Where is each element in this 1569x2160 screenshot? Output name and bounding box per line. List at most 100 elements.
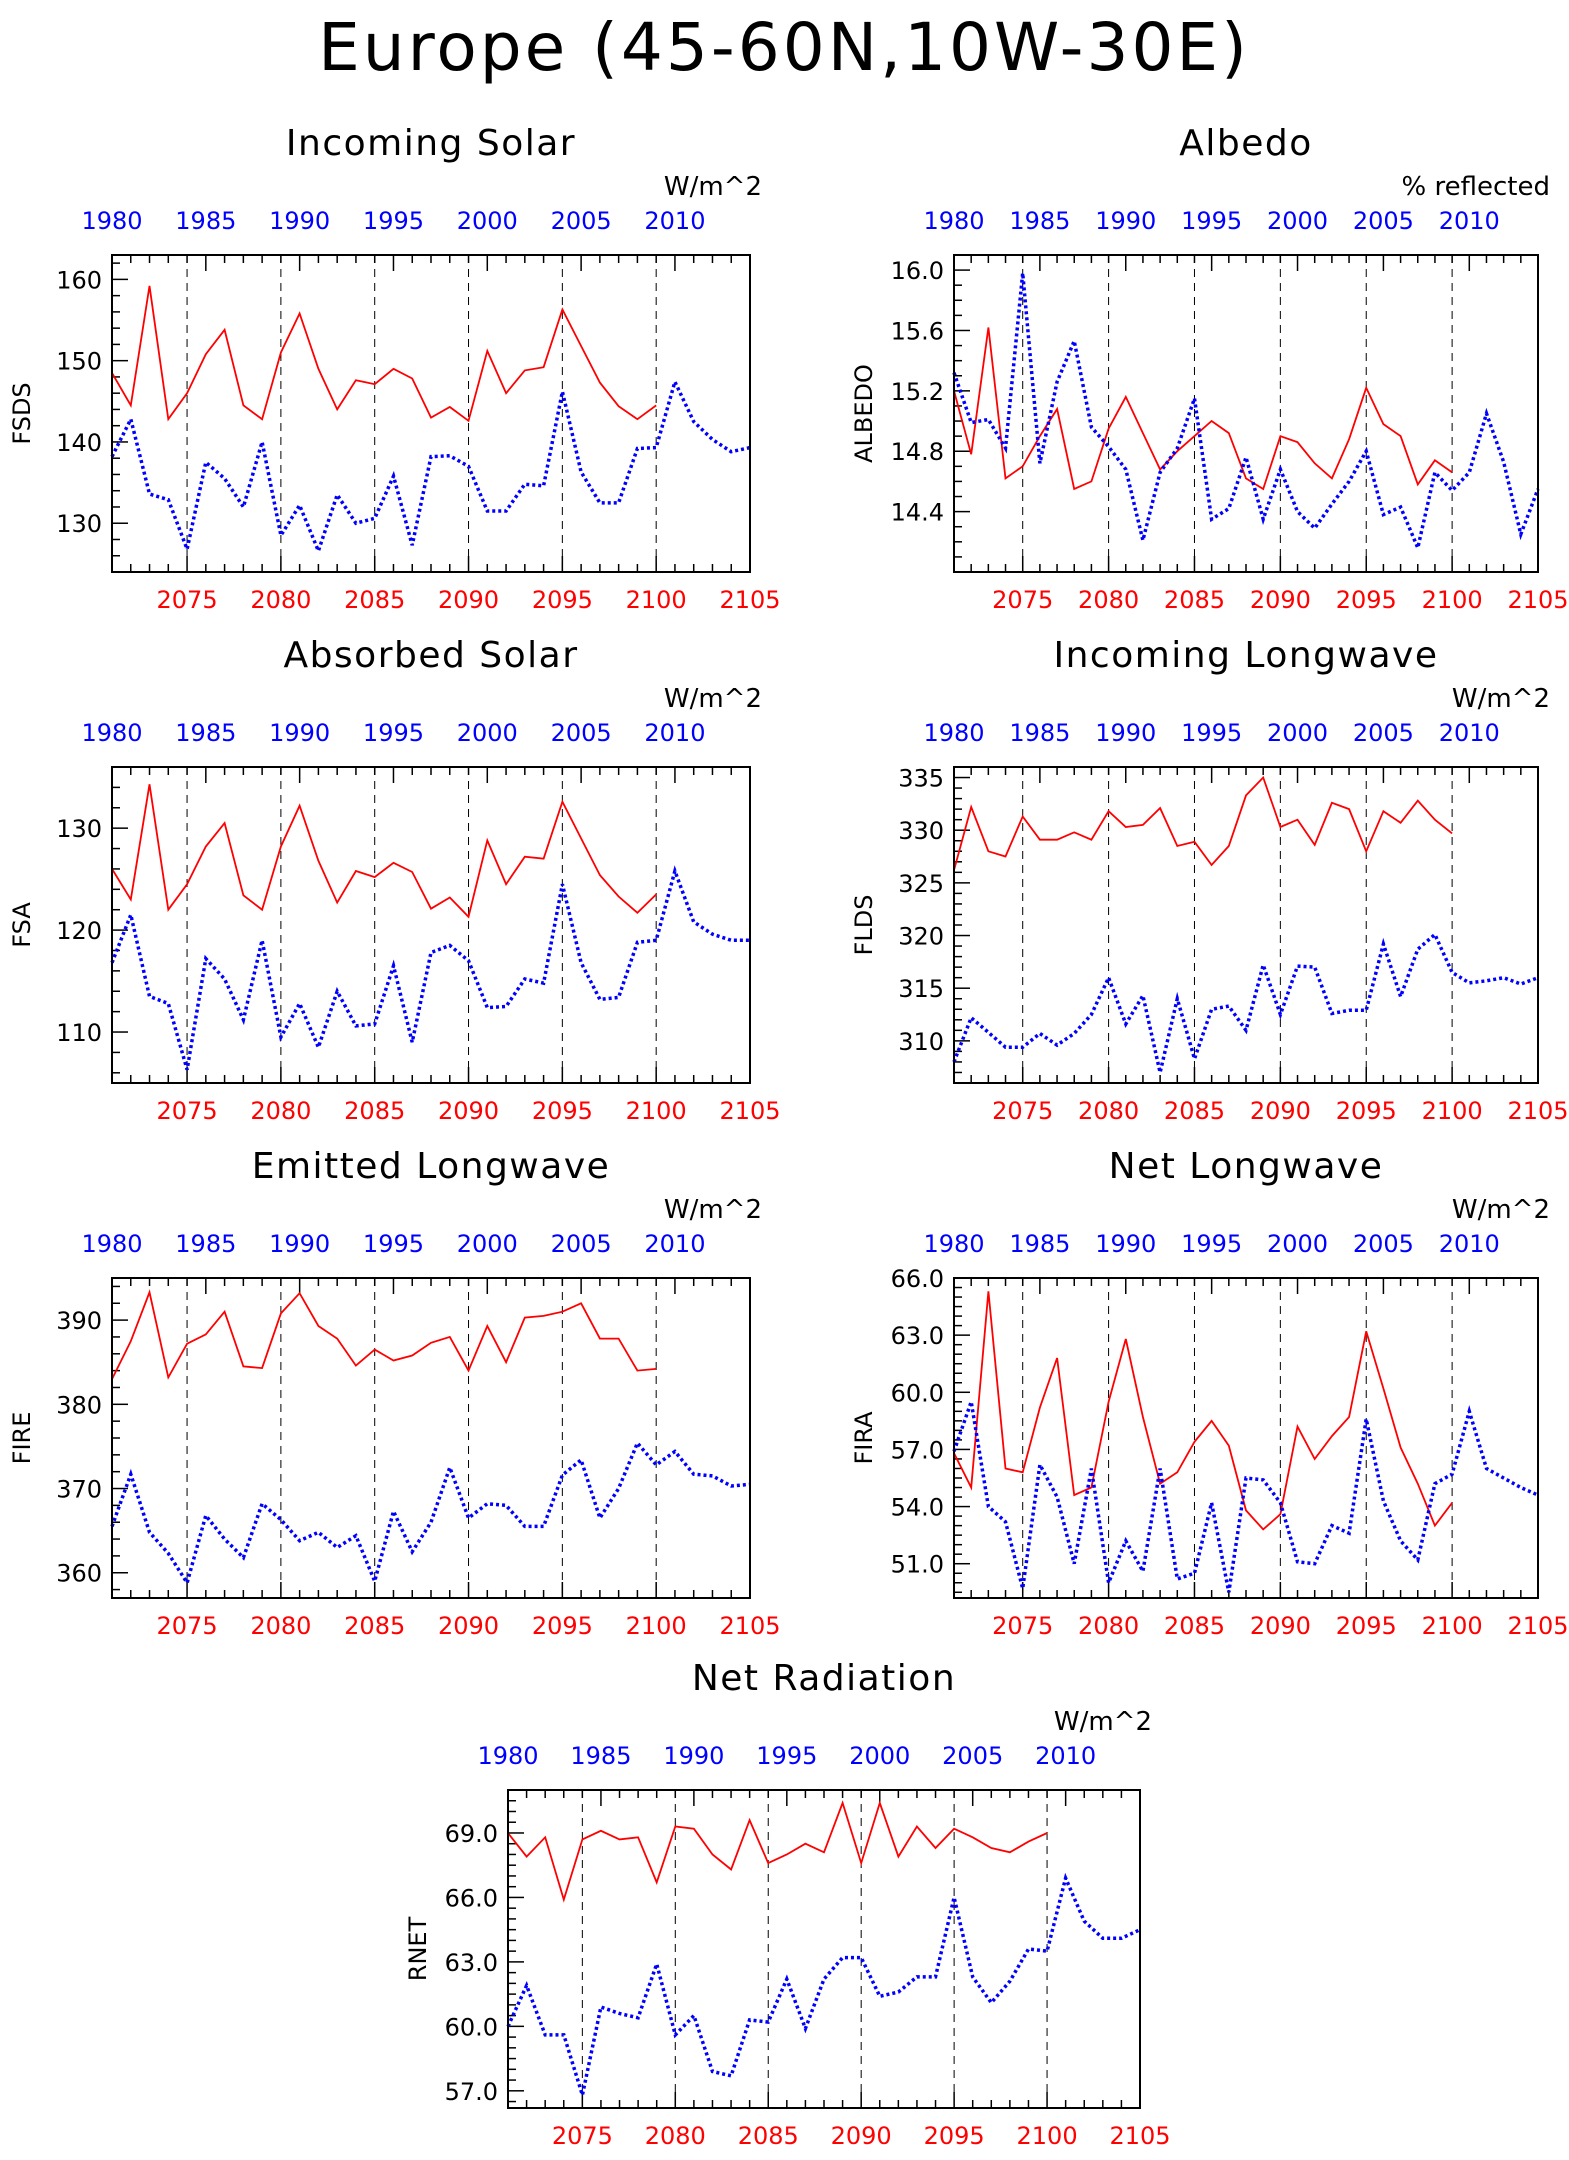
panel-title: Incoming Solar: [286, 123, 576, 164]
y-axis-label: FSA: [8, 902, 36, 948]
bottom-tick-label: 2080: [645, 2122, 706, 2150]
bottom-tick-label: 2090: [438, 1097, 499, 1125]
y-tick-label: 360: [56, 1560, 102, 1588]
bottom-tick-label: 2090: [1250, 586, 1311, 614]
y-tick-label: 57.0: [891, 1436, 944, 1464]
series-present-line: [952, 272, 1540, 554]
bottom-tick-label: 2095: [532, 1612, 593, 1640]
chart-panel-7: Net Radiation W/m^2 RNET 57.0 60.0 63.0 66.0 69…: [404, 1658, 1171, 2150]
y-tick-label: 14.4: [891, 499, 944, 527]
bottom-tick-label: 2105: [719, 1612, 780, 1640]
panel-title: Net Longwave: [1109, 1146, 1384, 1187]
top-tick-label: 1995: [1181, 719, 1242, 747]
top-tick-label: 2005: [1353, 1230, 1414, 1258]
top-tick-label: 1990: [269, 1230, 330, 1258]
units-label: % reflected: [1402, 172, 1550, 202]
top-tick-label: 1980: [81, 719, 142, 747]
top-tick-label: 1980: [81, 207, 142, 235]
chart-panel-3: Absorbed Solar W/m^2 FSA 110 120 130 2075 2080 2…: [8, 635, 781, 1125]
top-tick-label: 2010: [1439, 719, 1500, 747]
y-tick-label: 66.0: [445, 1884, 498, 1912]
y-tick-label: 335: [898, 765, 944, 793]
top-tick-label: 1995: [1181, 207, 1242, 235]
bottom-tick-label: 2075: [992, 1612, 1053, 1640]
top-tick-label: 1995: [756, 1742, 817, 1770]
series-present-line: [952, 1401, 1539, 1593]
series-present-line: [952, 931, 1539, 1073]
charts: Incoming Solar W/m^2 FSDS 130 140 150 160 2075 2…: [8, 123, 1569, 2150]
top-tick-label: 1995: [363, 1230, 424, 1258]
bottom-tick-label: 2085: [738, 2122, 799, 2150]
bottom-tick-label: 2080: [250, 1097, 311, 1125]
y-tick-label: 320: [898, 923, 944, 951]
figure-title: Europe (45-60N,10W-30E): [318, 9, 1250, 86]
y-tick-label: 66.0: [891, 1265, 944, 1293]
y-tick-label: 60.0: [891, 1379, 944, 1407]
y-tick-label: 51.0: [891, 1551, 944, 1579]
chart-panel-6: Net Longwave W/m^2 FIRA 51.0 54.0 57.0 60.0 63.…: [850, 1146, 1569, 1640]
top-tick-label: 2000: [1267, 1230, 1328, 1258]
panel-title: Albedo: [1179, 123, 1313, 164]
bottom-tick-label: 2085: [344, 1612, 405, 1640]
y-tick-label: 15.2: [891, 378, 944, 406]
top-tick-label: 2000: [1267, 719, 1328, 747]
y-tick-label: 63.0: [891, 1322, 944, 1350]
panel-title: Absorbed Solar: [283, 635, 578, 676]
y-tick-label: 330: [898, 817, 944, 845]
plot-frame: [953, 766, 1539, 1084]
y-axis-label: ALBEDO: [850, 364, 878, 463]
y-tick-label: 16.0: [891, 257, 944, 285]
bottom-tick-label: 2105: [1507, 586, 1568, 614]
bottom-tick-label: 2075: [157, 586, 218, 614]
bottom-tick-label: 2080: [250, 586, 311, 614]
series-present-line: [110, 865, 750, 1071]
top-tick-label: 1980: [81, 1230, 142, 1258]
y-axis-label: RNET: [404, 1916, 432, 1981]
bottom-tick-label: 2095: [924, 2122, 985, 2150]
plot-frame: [111, 766, 751, 1084]
bottom-tick-label: 2080: [1078, 1097, 1139, 1125]
top-tick-label: 1980: [477, 1742, 538, 1770]
y-tick-label: 60.0: [445, 2013, 498, 2041]
top-tick-label: 1985: [175, 1230, 236, 1258]
y-tick-label: 380: [56, 1391, 102, 1419]
units-label: W/m^2: [1452, 684, 1550, 714]
panel-title: Net Radiation: [692, 1658, 956, 1699]
bottom-tick-label: 2085: [1164, 1612, 1225, 1640]
top-tick-label: 2005: [551, 207, 612, 235]
y-tick-label: 150: [56, 348, 102, 376]
series-future-line: [111, 1289, 657, 1380]
top-tick-label: 2010: [644, 207, 705, 235]
bottom-tick-label: 2100: [1422, 1097, 1483, 1125]
top-tick-label: 2010: [644, 719, 705, 747]
series-future-line: [111, 285, 657, 423]
y-tick-label: 120: [56, 917, 102, 945]
bottom-tick-label: 2095: [1336, 1612, 1397, 1640]
chart-panel-5: Emitted Longwave W/m^2 FIRE 360 370 380 390 207…: [8, 1146, 781, 1640]
bottom-tick-label: 2105: [1109, 2122, 1170, 2150]
bottom-tick-label: 2085: [1164, 586, 1225, 614]
plot-frame: [111, 1277, 751, 1599]
y-tick-label: 325: [898, 870, 944, 898]
top-tick-label: 1995: [363, 719, 424, 747]
y-axis-label: FIRE: [8, 1412, 36, 1465]
top-tick-label: 1985: [175, 207, 236, 235]
top-tick-label: 1990: [269, 719, 330, 747]
y-axis-label: FIRA: [850, 1411, 878, 1465]
units-label: W/m^2: [1452, 1195, 1550, 1225]
top-tick-label: 1980: [923, 207, 984, 235]
y-tick-label: 160: [56, 266, 102, 294]
top-tick-label: 2010: [644, 1230, 705, 1258]
chart-panel-1: Incoming Solar W/m^2 FSDS 130 140 150 160 2075 2…: [8, 123, 781, 614]
top-tick-label: 2005: [551, 1230, 612, 1258]
bottom-tick-label: 2100: [626, 1612, 687, 1640]
bottom-tick-label: 2090: [438, 1612, 499, 1640]
plot-frame: [111, 254, 751, 573]
y-tick-label: 390: [56, 1307, 102, 1335]
bottom-tick-label: 2095: [1336, 1097, 1397, 1125]
top-tick-label: 1995: [1181, 1230, 1242, 1258]
y-tick-label: 140: [56, 429, 102, 457]
y-tick-label: 110: [56, 1019, 102, 1047]
y-tick-label: 370: [56, 1476, 102, 1504]
